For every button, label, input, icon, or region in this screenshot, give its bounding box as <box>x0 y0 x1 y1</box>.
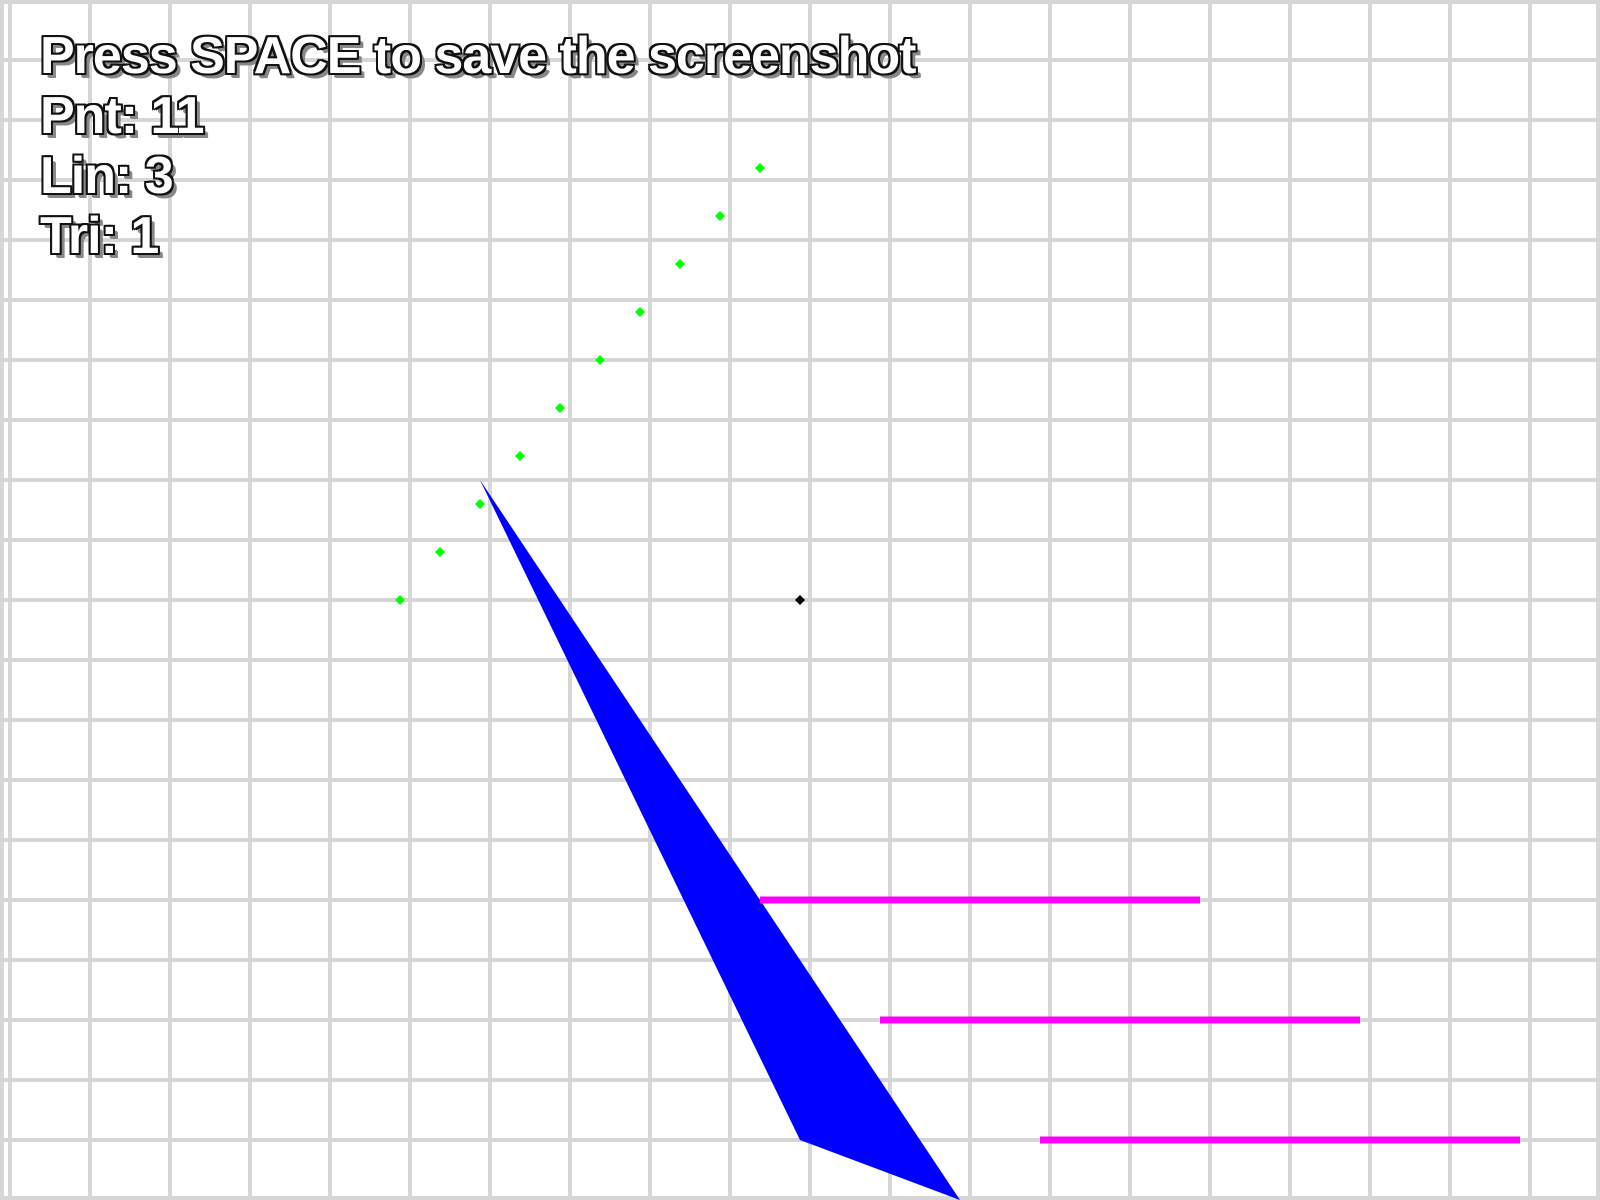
black-point <box>795 595 805 605</box>
lines <box>760 896 1520 1144</box>
green-point <box>435 547 445 557</box>
blue-triangle <box>480 480 960 1200</box>
green-point <box>675 259 685 269</box>
green-point <box>555 403 565 413</box>
point-count-text: Pnt: 11 <box>40 87 205 145</box>
green-point <box>635 307 645 317</box>
points <box>395 163 805 605</box>
green-point <box>515 451 525 461</box>
line-count-text: Lin: 3 <box>40 147 174 205</box>
green-point <box>475 499 485 509</box>
green-point <box>595 355 605 365</box>
green-point <box>715 211 725 221</box>
green-point <box>755 163 765 173</box>
triangles <box>480 480 960 1200</box>
hud-overlay: Press SPACE to save the screenshot Pnt: … <box>40 26 916 266</box>
triangle-count-text: Tri: 1 <box>40 207 159 265</box>
green-point <box>395 595 405 605</box>
save-instruction-text: Press SPACE to save the screenshot <box>40 27 916 85</box>
